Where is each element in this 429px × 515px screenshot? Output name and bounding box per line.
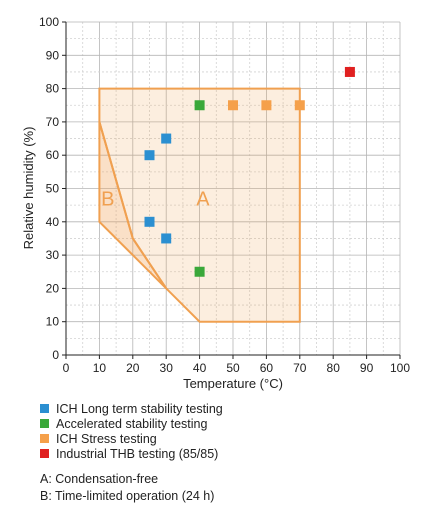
x-tick-label: 30 bbox=[160, 361, 174, 375]
y-tick-label: 60 bbox=[46, 148, 60, 162]
data-point-series-4 bbox=[344, 66, 355, 77]
legend-label: ICH Stress testing bbox=[56, 431, 157, 446]
x-tick-label: 70 bbox=[293, 361, 307, 375]
y-tick-label: 30 bbox=[46, 248, 60, 262]
x-tick-label: 50 bbox=[226, 361, 240, 375]
x-tick-label: 0 bbox=[63, 361, 70, 375]
legend-item: Industrial THB testing (85/85) bbox=[40, 446, 420, 461]
region-b bbox=[98, 121, 168, 290]
data-point-series-1 bbox=[144, 150, 155, 161]
data-point-series-3 bbox=[261, 100, 272, 111]
notes: A: Condensation-free B: Time-limited ope… bbox=[40, 472, 214, 506]
y-tick-label: 90 bbox=[46, 48, 60, 62]
data-point-series-1 bbox=[144, 216, 155, 227]
x-tick-label: 80 bbox=[327, 361, 341, 375]
legend-item: ICH Stress testing bbox=[40, 431, 420, 446]
legend-label: Industrial THB testing (85/85) bbox=[56, 446, 219, 461]
y-tick-label: 80 bbox=[46, 82, 60, 96]
data-point-series-1 bbox=[161, 133, 172, 144]
region-label-a: A bbox=[196, 188, 210, 210]
axes: 0 10 20 30 40 50 60 70 80 90 100 0 10 20 30 40 50 60 70 80 9… bbox=[39, 15, 410, 375]
x-tick-label: 40 bbox=[193, 361, 207, 375]
y-tick-label: 100 bbox=[39, 15, 59, 29]
y-tick-label: 50 bbox=[46, 182, 60, 196]
x-tick-label: 100 bbox=[390, 361, 410, 375]
legend-label: ICH Long term stability testing bbox=[56, 401, 223, 416]
humidity-temperature-chart: AB 0 10 20 30 40 50 60 70 80 90 100010203040506070… bbox=[21, 15, 410, 391]
x-tick-label: 60 bbox=[260, 361, 274, 375]
data-point-series-3 bbox=[228, 100, 238, 111]
note-time-limited: B: Time-limited operation (24 h) bbox=[40, 489, 215, 503]
x-tick-label: 20 bbox=[126, 361, 140, 375]
legend-swatch bbox=[40, 449, 49, 458]
y-tick-label: 70 bbox=[46, 115, 60, 129]
x-tick-label: 10 bbox=[93, 361, 107, 375]
region-label-b: B bbox=[101, 188, 114, 210]
data-point-series-2 bbox=[194, 100, 205, 111]
y-tick-label: 40 bbox=[46, 215, 60, 229]
data-points bbox=[144, 66, 355, 277]
note-condensation-free: A: Condensation-free bbox=[40, 472, 159, 486]
x-tick-label: 90 bbox=[360, 361, 374, 375]
data-point-series-1 bbox=[161, 233, 172, 244]
y-tick-label: 10 bbox=[46, 315, 60, 329]
data-point-series-3 bbox=[294, 100, 305, 111]
regions: AB bbox=[98, 87, 301, 323]
y-tick-label: 0 bbox=[52, 348, 59, 362]
legend-swatch bbox=[40, 404, 49, 413]
legend-item: Accelerated stability testing bbox=[40, 416, 420, 431]
legend-swatch bbox=[40, 434, 49, 443]
x-axis-label: Temperature (°C) bbox=[183, 376, 283, 391]
legend-swatch bbox=[40, 419, 49, 428]
y-axis-label: Relative humidity (%) bbox=[21, 127, 36, 250]
data-point-series-2 bbox=[194, 266, 205, 277]
legend-item: ICH Long term stability testing bbox=[40, 401, 420, 416]
y-tick-label: 20 bbox=[46, 281, 60, 295]
grid bbox=[65, 21, 401, 356]
legend-label: Accelerated stability testing bbox=[56, 416, 208, 431]
legend: ICH Long term stability testing Accelerat… bbox=[40, 401, 420, 461]
